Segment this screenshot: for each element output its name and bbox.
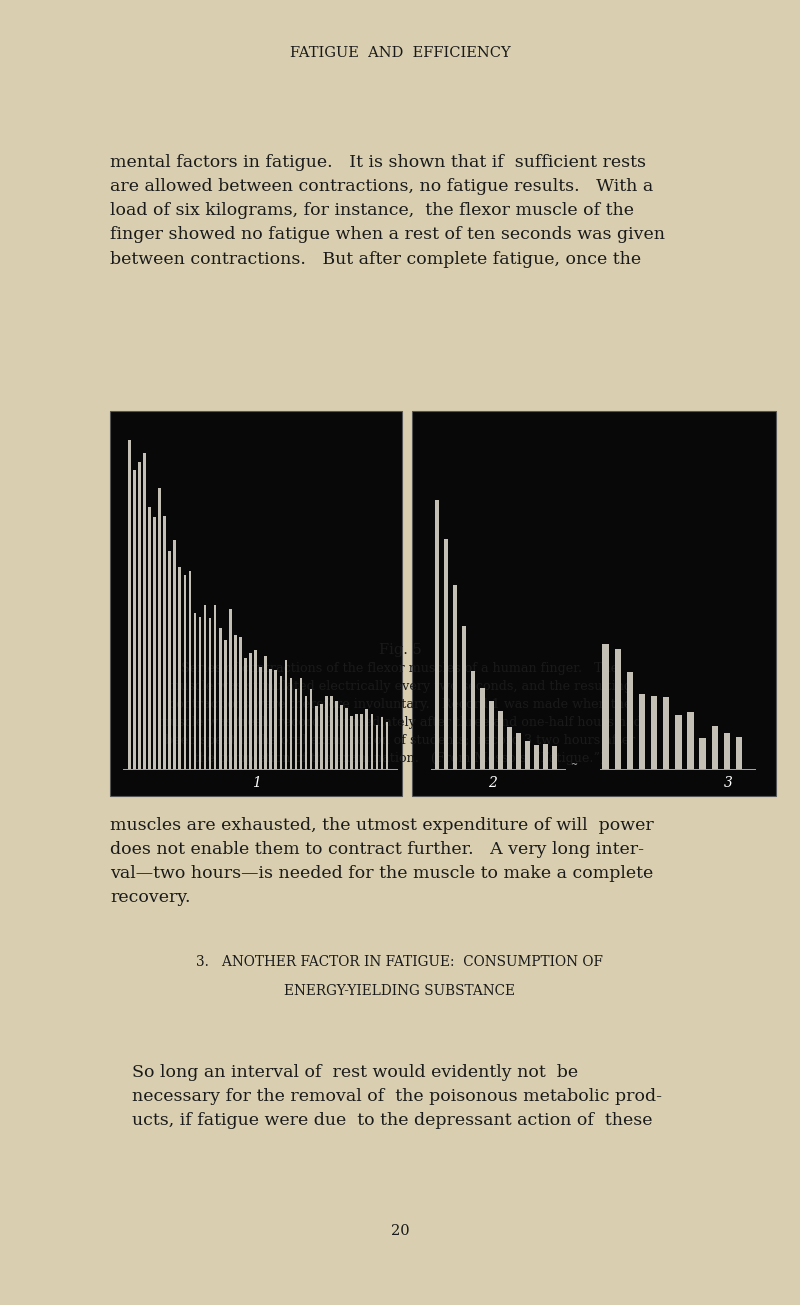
Bar (543, 744, 548, 769)
Bar (651, 696, 658, 769)
Bar (712, 726, 718, 769)
Bar (626, 672, 633, 769)
Bar (355, 714, 358, 769)
Bar (143, 453, 146, 769)
Bar (110, 411, 402, 796)
Bar (133, 470, 136, 769)
Bar (189, 570, 191, 769)
Text: 2: 2 (488, 776, 497, 791)
Bar (340, 705, 343, 769)
Bar (178, 568, 181, 769)
Bar (300, 679, 302, 769)
Bar (325, 697, 328, 769)
Bar (285, 659, 287, 769)
Bar (699, 739, 706, 769)
Bar (153, 517, 156, 769)
Bar (274, 671, 277, 769)
Bar (366, 709, 368, 769)
Text: ~: ~ (570, 760, 578, 769)
Text: 3.   ANOTHER FACTOR IN FATIGUE:  CONSUMPTION OF: 3. ANOTHER FACTOR IN FATIGUE: CONSUMPTIO… (197, 955, 603, 970)
Text: Fig. 5: Fig. 5 (378, 643, 422, 658)
Bar (279, 676, 282, 769)
Bar (315, 706, 318, 769)
Bar (381, 718, 383, 769)
Bar (534, 745, 539, 769)
Bar (386, 722, 388, 769)
Bar (229, 609, 232, 769)
Bar (174, 540, 176, 769)
Bar (552, 746, 557, 769)
Bar (370, 714, 373, 769)
Bar (434, 500, 439, 769)
Bar (214, 606, 217, 769)
Bar (264, 656, 267, 769)
Bar (453, 585, 458, 769)
Bar (525, 741, 530, 769)
Bar (224, 639, 226, 769)
Text: Series of contractions of the flexor muscles of a human finger.   The
muscle was: Series of contractions of the flexor mus… (158, 662, 642, 765)
Bar (412, 411, 776, 796)
Bar (250, 652, 252, 769)
Bar (663, 697, 670, 769)
Bar (183, 576, 186, 769)
Bar (305, 696, 307, 769)
Bar (270, 669, 272, 769)
Bar (128, 440, 130, 769)
Bar (138, 462, 141, 769)
Bar (602, 643, 609, 769)
Text: FATIGUE  AND  EFFICIENCY: FATIGUE AND EFFICIENCY (290, 46, 510, 60)
Bar (330, 696, 333, 769)
Bar (736, 737, 742, 769)
Bar (675, 715, 682, 769)
Bar (194, 613, 196, 769)
Bar (244, 658, 246, 769)
Bar (470, 671, 475, 769)
Bar (375, 726, 378, 769)
Bar (480, 688, 485, 769)
Bar (259, 667, 262, 769)
Bar (234, 636, 237, 769)
Bar (346, 709, 348, 769)
Text: muscles are exhausted, the utmost expenditure of will  power
does not enable the: muscles are exhausted, the utmost expend… (110, 817, 654, 907)
Bar (163, 515, 166, 769)
Bar (489, 701, 494, 769)
Bar (687, 713, 694, 769)
Bar (198, 616, 202, 769)
Text: mental factors in fatigue.   It is shown that if  sufficient rests
are allowed b: mental factors in fatigue. It is shown t… (110, 154, 666, 268)
Bar (444, 539, 448, 769)
Bar (724, 732, 730, 769)
Text: ENERGY-YIELDING SUBSTANCE: ENERGY-YIELDING SUBSTANCE (285, 984, 515, 998)
Bar (498, 711, 502, 769)
Bar (148, 506, 150, 769)
Bar (320, 703, 322, 769)
Bar (168, 551, 171, 769)
Bar (614, 649, 621, 769)
Bar (254, 650, 257, 769)
Text: So long an interval of  rest would evidently not  be
necessary for the removal o: So long an interval of rest would eviden… (132, 1064, 662, 1129)
Bar (335, 701, 338, 769)
Bar (310, 689, 313, 769)
Bar (209, 617, 211, 769)
Bar (516, 733, 521, 769)
Bar (294, 689, 298, 769)
Bar (219, 628, 222, 769)
Bar (462, 626, 466, 769)
Bar (360, 714, 363, 769)
Text: 20: 20 (390, 1224, 410, 1238)
Text: 1: 1 (252, 776, 261, 791)
Bar (290, 679, 292, 769)
Bar (638, 694, 645, 769)
Text: 3: 3 (724, 776, 733, 791)
Bar (239, 637, 242, 769)
Bar (204, 606, 206, 769)
Bar (350, 716, 353, 769)
Bar (158, 488, 161, 769)
Bar (507, 727, 512, 769)
